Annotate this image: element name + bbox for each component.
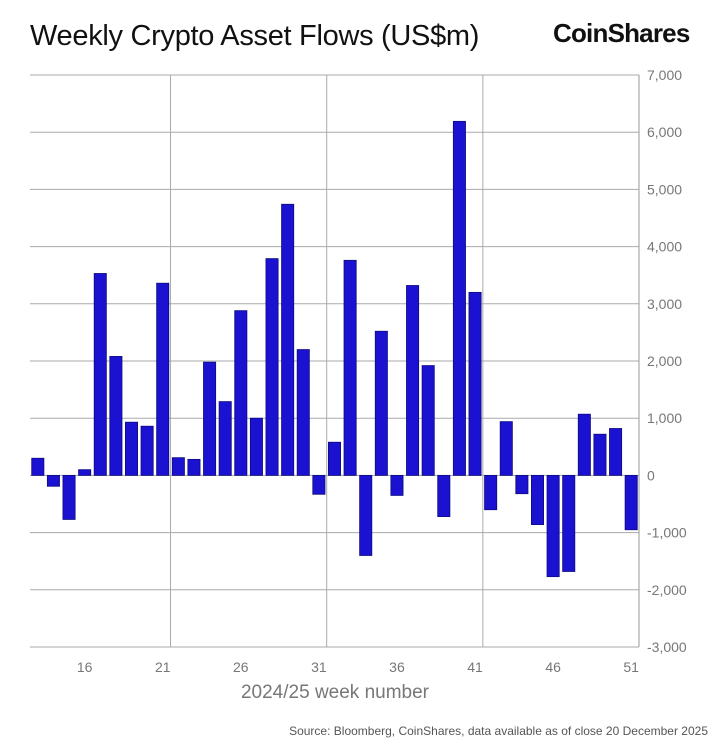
y-tick-label: 3,000 [647, 296, 682, 312]
bar-week-19 [125, 421, 138, 476]
bar-week-17 [93, 273, 107, 476]
bar-week-29 [281, 203, 295, 476]
bar-week-43 [499, 421, 513, 476]
y-tick-label: -3,000 [647, 639, 687, 655]
bar-week-49 [593, 433, 607, 476]
bar-week-40 [452, 120, 466, 476]
x-tick-label: 31 [311, 659, 327, 675]
x-tick-label: 26 [233, 659, 249, 675]
bar-week-50 [609, 428, 623, 476]
bar-week-26 [234, 310, 248, 476]
y-tick-label: 1,000 [647, 410, 682, 426]
bar-week-30 [296, 349, 310, 476]
bar-week-20 [140, 425, 154, 476]
bar-week-31 [312, 474, 326, 495]
bar-week-16 [78, 469, 92, 476]
bar-week-21 [156, 282, 170, 476]
y-tick-label: 5,000 [647, 181, 682, 197]
x-tick-label: 16 [77, 659, 93, 675]
y-tick-label: 6,000 [647, 124, 682, 140]
bar-week-23 [187, 458, 201, 476]
bar-week-34 [359, 474, 373, 556]
bar-week-47 [562, 474, 576, 572]
bar-week-15 [62, 474, 76, 520]
bar-week-18 [109, 356, 123, 476]
bar-week-13 [31, 457, 45, 476]
y-tick-label: 2,000 [647, 353, 682, 369]
bar-week-35 [374, 330, 388, 476]
y-tick-label: -1,000 [647, 525, 687, 541]
y-tick-label: 4,000 [647, 239, 682, 255]
bar-week-46 [546, 474, 560, 578]
bar-week-41 [468, 291, 482, 476]
bar-week-37 [406, 285, 420, 476]
bar-week-38 [421, 365, 435, 476]
bar-week-28 [265, 258, 279, 476]
bar-week-32 [328, 441, 341, 476]
x-tick-label: 36 [389, 659, 405, 675]
bar-week-42 [484, 474, 498, 511]
source-note: Source: Bloomberg, CoinShares, data avai… [289, 724, 708, 738]
x-tick-label: 46 [545, 659, 561, 675]
bar-week-45 [531, 474, 544, 525]
bar-week-44 [515, 474, 529, 495]
bar-week-39 [437, 474, 451, 517]
bar-week-24 [203, 361, 217, 476]
bar-week-25 [218, 401, 232, 476]
x-axis-label: 2024/25 week number [240, 682, 429, 703]
y-tick-label: -2,000 [647, 582, 687, 598]
bar-week-48 [577, 413, 591, 476]
y-tick-label: 7,000 [647, 67, 682, 83]
x-tick-label: 41 [467, 659, 483, 675]
chart-title: Weekly Crypto Asset Flows (US$m) [30, 20, 480, 52]
bar-week-27 [249, 417, 263, 476]
x-tick-label: 21 [155, 659, 171, 675]
bar-week-36 [390, 474, 404, 496]
bar-week-51 [624, 474, 638, 531]
coinshares-logo: CoinShares [553, 18, 690, 48]
bar-week-22 [171, 457, 185, 476]
y-tick-label: 0 [647, 467, 655, 483]
x-tick-label: 51 [623, 659, 639, 675]
bar-week-14 [46, 474, 60, 487]
bar-week-33 [343, 259, 357, 476]
